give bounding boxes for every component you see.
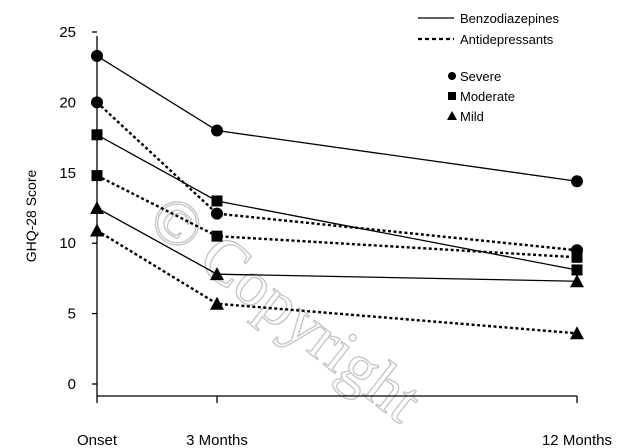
data-point-benzodiazepines-severe-12-months — [571, 175, 583, 188]
data-point-antidepressants-moderate-3-months — [211, 230, 223, 242]
y-axis-title: GHQ-28 Score — [23, 169, 39, 262]
x-tick-label-12-months: 12 Months — [542, 432, 612, 448]
series-line-antidepressants-mild — [96, 229, 578, 335]
y-tick-label: 5 — [68, 306, 76, 323]
legend-label-mild: Mild — [460, 109, 484, 124]
data-point-antidepressants-mild-3-months — [210, 296, 224, 310]
legend-marker-circle-icon — [448, 72, 456, 80]
legend-label-moderate: Moderate — [460, 89, 515, 104]
legend-label-benzodiazepines: Benzodiazepines — [460, 11, 560, 26]
data-point-antidepressants-mild-onset — [90, 223, 104, 237]
x-tick-label-3-months: 3 Months — [186, 432, 248, 448]
data-point-benzodiazepines-moderate-12-months — [571, 264, 583, 276]
data-point-antidepressants-severe-onset — [91, 96, 103, 109]
data-point-benzodiazepines-moderate-onset — [91, 129, 103, 141]
data-point-antidepressants-severe-3-months — [211, 207, 223, 220]
series-line-benzodiazepines-severe — [96, 55, 578, 182]
data-point-benzodiazepines-severe-onset — [91, 49, 103, 62]
y-tick-label: 20 — [59, 94, 76, 111]
data-point-antidepressants-moderate-onset — [91, 170, 103, 182]
data-point-benzodiazepines-mild-3-months — [210, 267, 224, 281]
legend-label-severe: Severe — [460, 69, 501, 84]
y-tick-label: 0 — [68, 376, 76, 393]
x-tick-label-onset: Onset — [77, 432, 118, 448]
series — [90, 49, 584, 340]
legend-label-antidepressants: Antidepressants — [460, 32, 554, 47]
legend: Benzodiazepines Antidepressants Severe M… — [418, 11, 560, 124]
y-tick-label: 25 — [59, 24, 76, 41]
legend-marker-triangle-icon — [447, 111, 457, 120]
y-tick-label: 10 — [59, 235, 76, 252]
axes — [96, 36, 577, 397]
y-tick-label: 15 — [59, 165, 76, 182]
data-point-benzodiazepines-mild-onset — [90, 201, 104, 214]
data-point-benzodiazepines-mild-12-months — [570, 274, 584, 288]
data-point-antidepressants-mild-12-months — [570, 326, 584, 340]
data-point-antidepressants-moderate-12-months — [571, 251, 583, 263]
y-ticks: 0 5 10 15 20 25 — [59, 24, 97, 393]
data-point-benzodiazepines-severe-3-months — [211, 124, 223, 137]
x-ticks: Onset 3 Months 12 Months — [77, 396, 612, 448]
data-point-benzodiazepines-moderate-3-months — [211, 195, 223, 207]
legend-marker-square-icon — [448, 92, 456, 100]
